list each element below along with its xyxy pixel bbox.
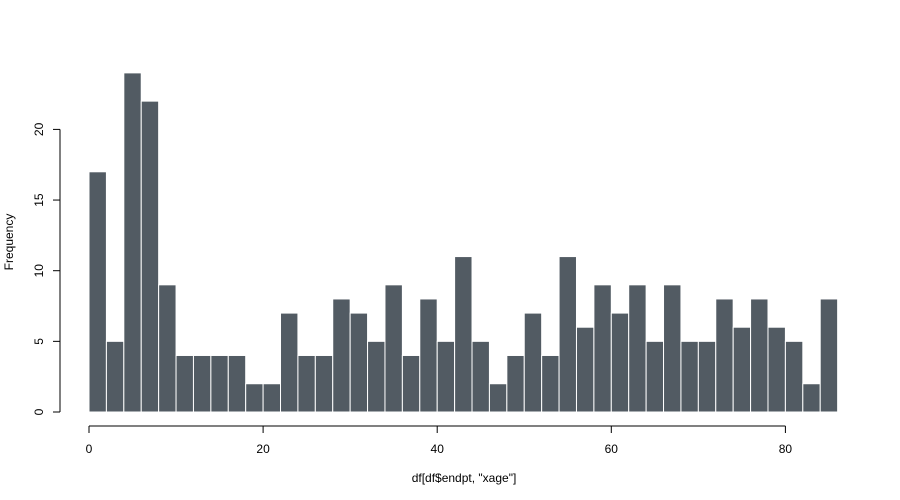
- y-axis-ticks: 0 5 10 15 20: [32, 122, 60, 415]
- histogram-bar: [88, 171, 107, 413]
- y-tick-label: 5: [32, 338, 46, 345]
- histogram-bar: [767, 326, 786, 413]
- histogram-bar: [697, 340, 717, 413]
- histogram-bar: [262, 383, 282, 413]
- histogram-bar: [349, 312, 369, 413]
- histogram-bar: [784, 340, 804, 413]
- histogram-bar: [454, 256, 473, 413]
- histogram-bar: [297, 354, 316, 413]
- histogram-bar: [471, 340, 490, 413]
- histogram-bar: [715, 298, 734, 413]
- histogram-bar: [401, 354, 421, 413]
- histogram-bar: [158, 284, 177, 413]
- y-axis: 0 5 10 15 20: [32, 122, 61, 415]
- y-tick-label: 15: [32, 193, 46, 207]
- histogram-bar: [227, 354, 247, 413]
- x-tick-label: 20: [256, 442, 270, 456]
- histogram-bar: [645, 340, 665, 413]
- x-axis: 0 20 40 60 80: [86, 425, 793, 456]
- histogram-bar: [663, 284, 682, 413]
- histogram-bar: [732, 326, 752, 413]
- histogram-bar: [593, 284, 612, 413]
- histogram-bar: [105, 340, 125, 413]
- x-axis-label: df[df$endpt, "xage"]: [412, 471, 517, 485]
- x-tick-label: 40: [431, 442, 445, 456]
- x-tick-label: 0: [86, 442, 93, 456]
- histogram-bar: [541, 354, 560, 413]
- histogram-bar: [332, 298, 351, 413]
- histogram-bar: [506, 354, 525, 413]
- histogram-bar: [280, 312, 299, 413]
- x-axis-ticks: 0 20 40 60 80: [86, 426, 793, 456]
- histogram-bar: [610, 312, 630, 413]
- histogram-bar: [802, 383, 821, 413]
- histogram-bar: [367, 340, 386, 413]
- histogram-bar: [419, 298, 438, 413]
- histogram-bar: [210, 354, 229, 413]
- y-tick-label: 20: [32, 122, 46, 136]
- histogram-bar: [140, 100, 160, 413]
- histogram-bar: [384, 284, 403, 413]
- histogram-bar: [750, 298, 769, 413]
- x-tick-label: 60: [605, 442, 619, 456]
- y-tick-label: 10: [32, 264, 46, 278]
- histogram-bar: [175, 354, 194, 413]
- histogram-bar: [819, 298, 839, 413]
- histogram-bar: [436, 340, 456, 413]
- histogram-bar: [488, 383, 508, 413]
- y-axis-label: Frequency: [2, 214, 16, 271]
- histogram-bar: [575, 326, 595, 413]
- histogram-bar: [245, 383, 264, 413]
- histogram-bar: [314, 354, 334, 413]
- histogram-bar: [558, 256, 577, 413]
- histogram-bar: [192, 354, 212, 413]
- histogram-bar: [523, 312, 543, 413]
- histogram-bar: [680, 340, 699, 413]
- histogram-bar: [628, 284, 647, 413]
- x-tick-label: 80: [779, 442, 793, 456]
- y-tick-label: 0: [32, 408, 46, 415]
- histogram-bar: [123, 72, 142, 413]
- histogram-bars: [88, 72, 839, 413]
